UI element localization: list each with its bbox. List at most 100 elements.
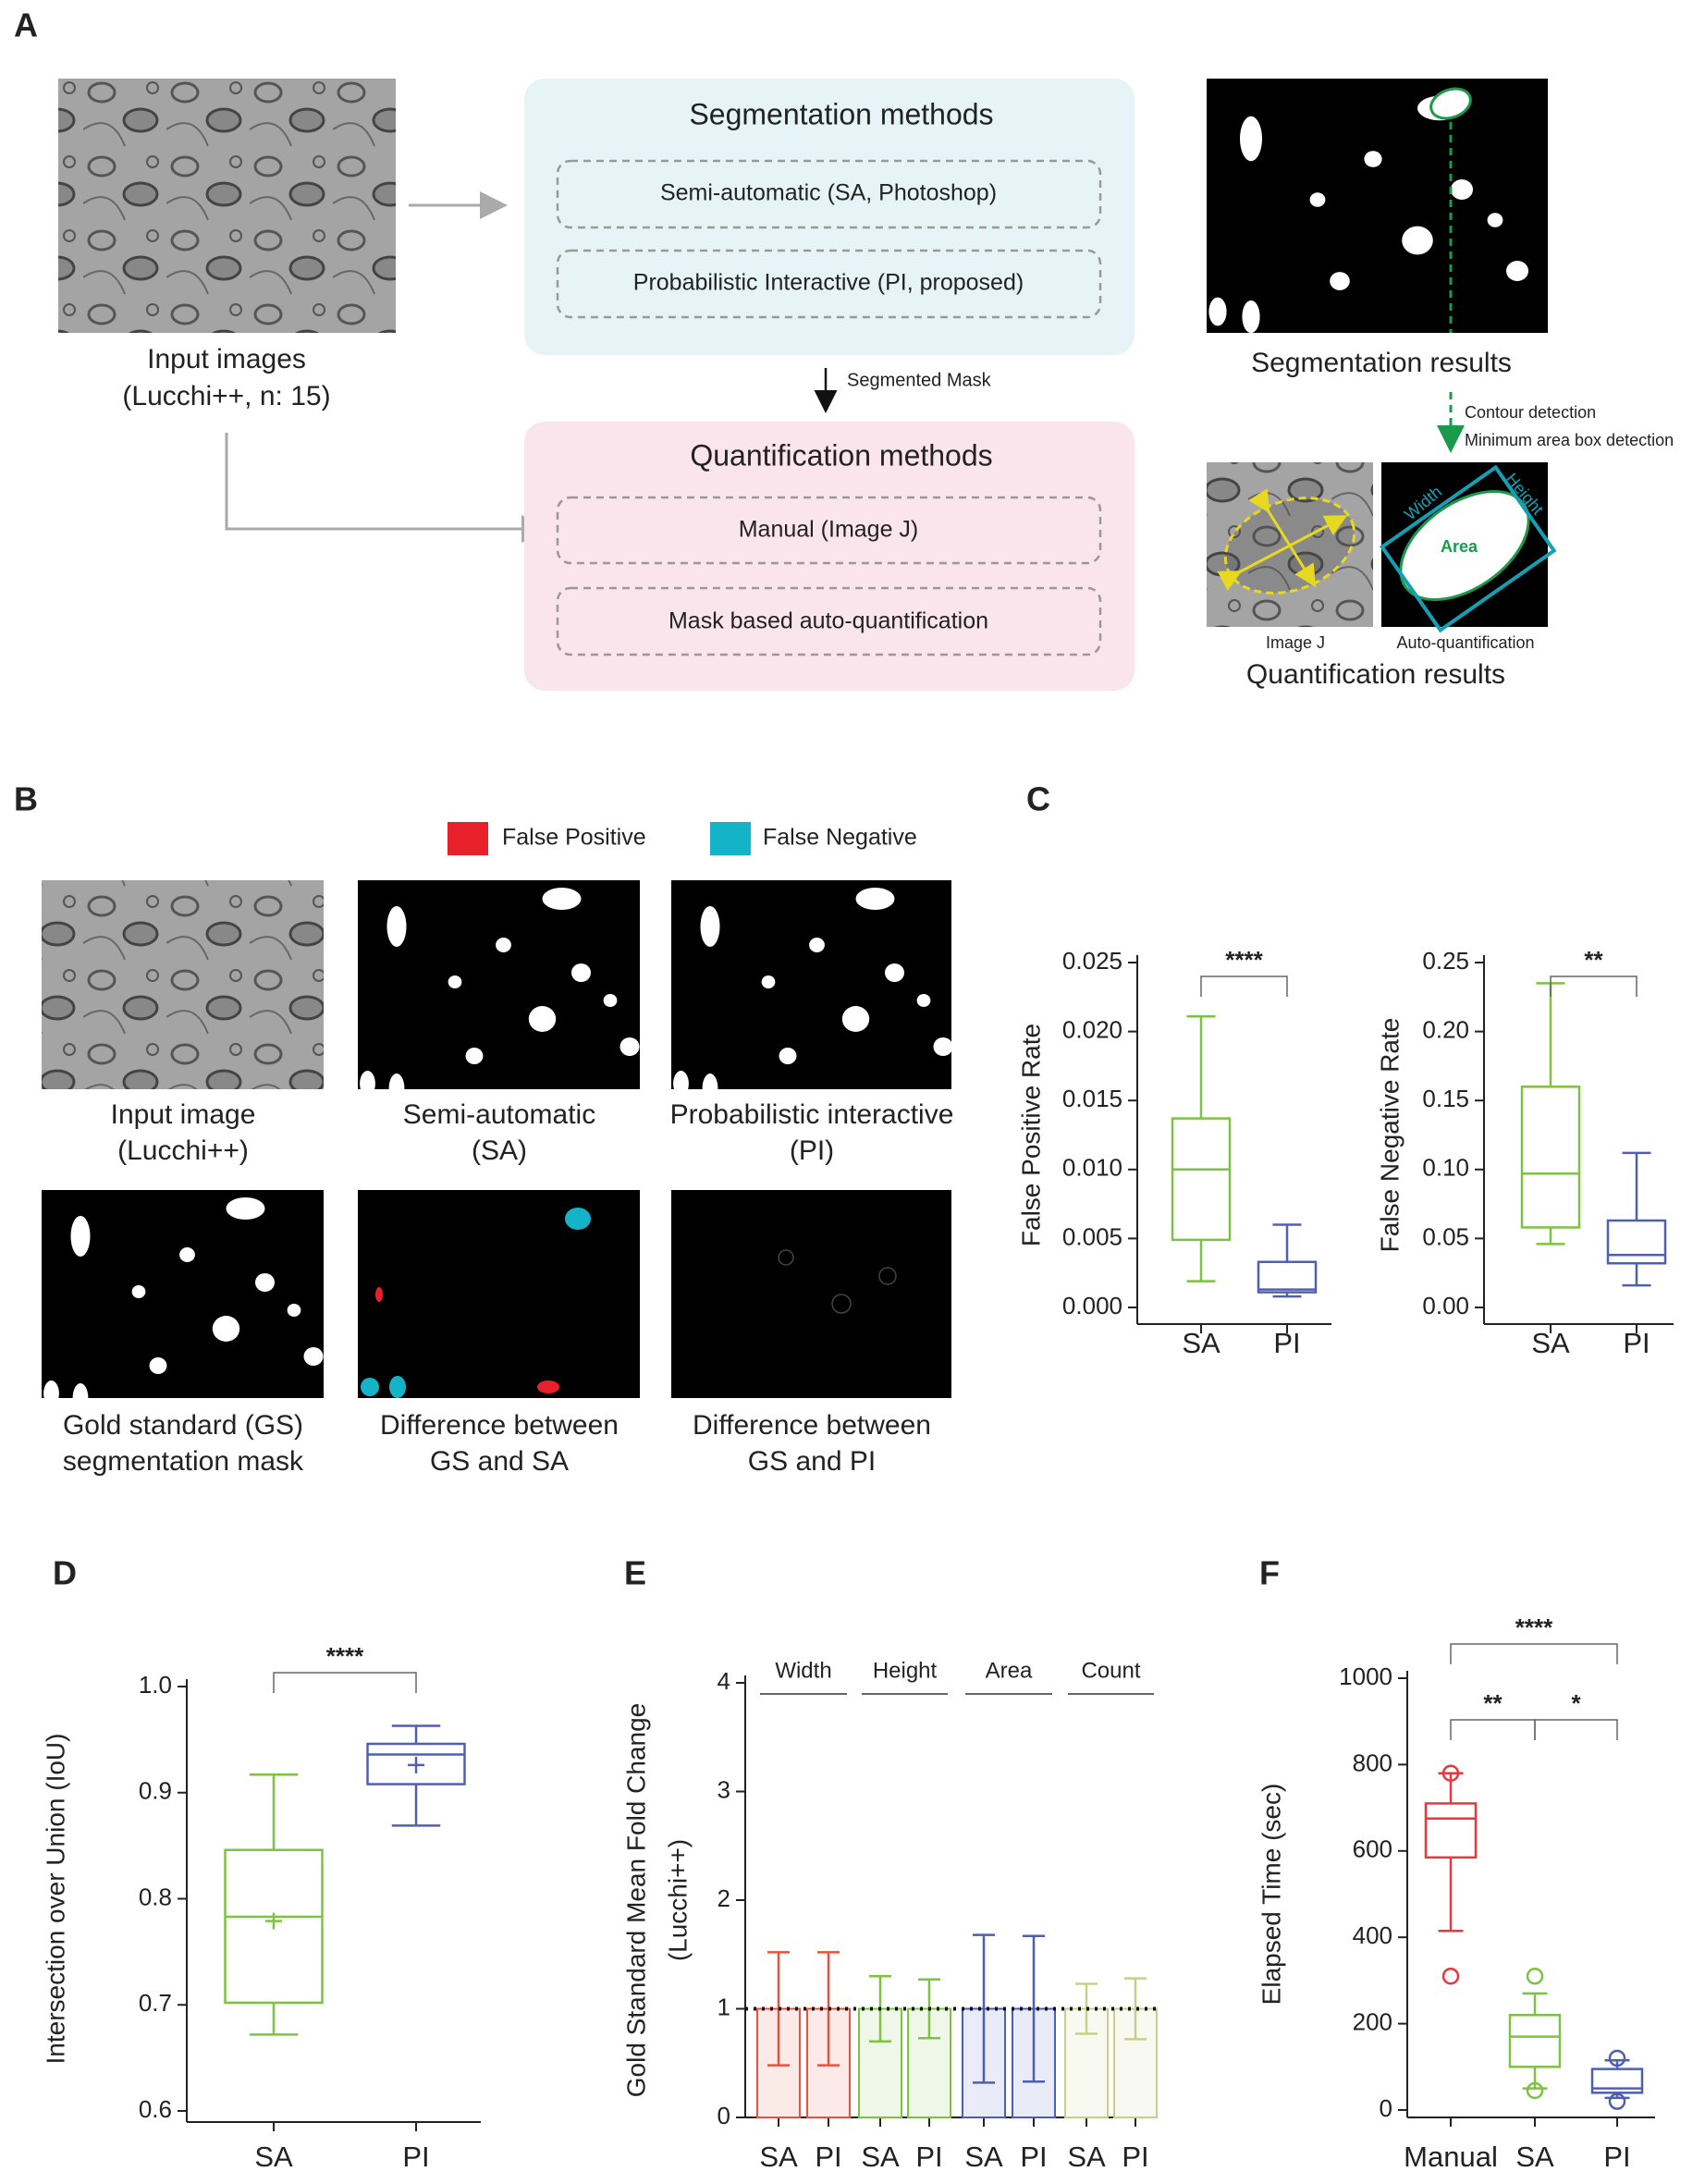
x-tick-label: SA: [1182, 1327, 1220, 1359]
y-axis-label: False Negative Rate: [1375, 1018, 1404, 1253]
arrow-label: Segmented Mask: [847, 370, 992, 390]
y-tick-label: 3: [718, 1775, 730, 1803]
caption: Input image: [111, 1099, 256, 1130]
min-area-box: [1379, 464, 1557, 633]
y-tick-label: 400: [1353, 1921, 1392, 1949]
method-box: [556, 249, 1102, 319]
y-tick-label: 1000: [1339, 1663, 1392, 1690]
sa-mask: [358, 880, 640, 1089]
x-tick-label: SA: [1531, 1327, 1570, 1359]
panel-label: B: [14, 780, 38, 818]
significance-bracket: [1450, 1643, 1618, 1664]
x-tick-label: SA: [759, 2141, 798, 2173]
x-tick-label: SA: [254, 2141, 293, 2173]
caption: (PI): [790, 1135, 834, 1166]
y-axis-label: (Lucchi++): [663, 1839, 692, 1961]
y-tick-label: 2: [718, 1884, 730, 1912]
legend-label: False Positive: [502, 825, 646, 851]
significance-bracket: [1450, 1719, 1536, 1740]
box: [1424, 1802, 1478, 1859]
y-tick-label: 0.6: [139, 2095, 172, 2123]
method: Mask based auto-quantification: [669, 608, 988, 634]
y-tick-label: 0: [718, 2102, 730, 2129]
box: [1520, 1086, 1581, 1229]
caption: (SA): [472, 1135, 527, 1166]
edge: [831, 1294, 852, 1314]
y-tick-label: 1.0: [139, 1671, 172, 1699]
caption: GS and SA: [430, 1446, 569, 1477]
x-tick-label: PI: [1122, 2141, 1148, 2173]
edge: [778, 1249, 794, 1266]
diff-sa: [358, 1190, 640, 1398]
y-tick-label: 0.25: [1422, 947, 1469, 975]
false-negative: [361, 1378, 379, 1396]
y-tick-label: 0.00: [1422, 1292, 1469, 1319]
quantification-box: [524, 422, 1135, 691]
group-label: Area: [986, 1658, 1033, 1683]
y-tick-label: 0.05: [1422, 1222, 1469, 1250]
legend-swatch: [710, 822, 751, 855]
group-label: Width: [775, 1658, 831, 1683]
y-tick-label: 800: [1353, 1748, 1392, 1776]
mask-image: [1207, 79, 1548, 333]
significance-bracket: [273, 1672, 417, 1693]
x-tick-label: PI: [402, 2141, 429, 2173]
method-box: [556, 586, 1102, 656]
y-tick-label: 0.7: [139, 1989, 172, 2017]
x-tick-label: PI: [1603, 2141, 1630, 2173]
significance-label: ****: [326, 1642, 364, 1670]
selected-blob: [1429, 87, 1472, 120]
x-tick-label: PI: [1020, 2141, 1047, 2173]
y-tick-label: 0.020: [1062, 1015, 1122, 1043]
caption: Image J: [1266, 633, 1325, 652]
input-image: [42, 880, 324, 1089]
method: Probabilistic Interactive (PI, proposed): [633, 270, 1024, 296]
y-tick-label: 4: [718, 1667, 730, 1695]
panel-label: C: [1026, 780, 1050, 818]
legend-swatch: [448, 822, 488, 855]
x-tick-label: PI: [815, 2141, 841, 2173]
caption: Segmentation results: [1251, 348, 1512, 378]
group-label: Count: [1081, 1658, 1140, 1683]
caption: Semi-automatic: [403, 1099, 595, 1130]
y-tick-label: 600: [1353, 1835, 1392, 1863]
gs-mask: [42, 1190, 324, 1398]
y-tick-label: 0.000: [1062, 1292, 1122, 1319]
measure-arrow: [1248, 488, 1317, 588]
y-tick-label: 0.15: [1422, 1085, 1469, 1112]
caption: (Lucchi++): [117, 1135, 249, 1166]
y-axis-label: Elapsed Time (sec): [1257, 1784, 1285, 2006]
box-title: Quantification methods: [690, 438, 992, 472]
legend-label: False Negative: [763, 825, 917, 851]
y-tick-label: 0.8: [139, 1883, 172, 1910]
box: [1606, 1219, 1667, 1265]
caption: Probabilistic interactive: [670, 1099, 954, 1130]
method: Manual (Image J): [739, 517, 919, 543]
input-image: [58, 79, 396, 333]
x-tick-label: SA: [964, 2141, 1003, 2173]
y-axis-label: Intersection over Union (IoU): [41, 1734, 69, 2065]
caption: (Lucchi++, n: 15): [122, 381, 330, 411]
caption: Quantification results: [1246, 659, 1505, 690]
panel-label: F: [1259, 1554, 1280, 1592]
y-tick-label: 0.20: [1422, 1015, 1469, 1043]
group-label: Height: [873, 1658, 938, 1683]
outlier: [1608, 2092, 1626, 2110]
outlier: [1441, 1764, 1460, 1782]
x-tick-label: PI: [1623, 1327, 1650, 1359]
segmentation-box: [524, 79, 1135, 355]
y-tick-label: 0: [1380, 2094, 1392, 2122]
diff-pi: [671, 1190, 951, 1398]
significance-label: ****: [1225, 946, 1263, 974]
panel-label: D: [53, 1554, 77, 1592]
method-box: [556, 496, 1102, 565]
caption: Difference between: [693, 1410, 931, 1441]
x-tick-label: PI: [915, 2141, 942, 2173]
y-axis-label: False Positive Rate: [1016, 1024, 1045, 1246]
step: Minimum area box detection: [1465, 431, 1674, 449]
method: Semi-automatic (SA, Photoshop): [660, 180, 997, 206]
box: [1171, 1117, 1232, 1242]
y-tick-label: 0.10: [1422, 1154, 1469, 1182]
y-tick-label: 0.005: [1062, 1222, 1122, 1250]
panel-label: E: [624, 1554, 646, 1592]
